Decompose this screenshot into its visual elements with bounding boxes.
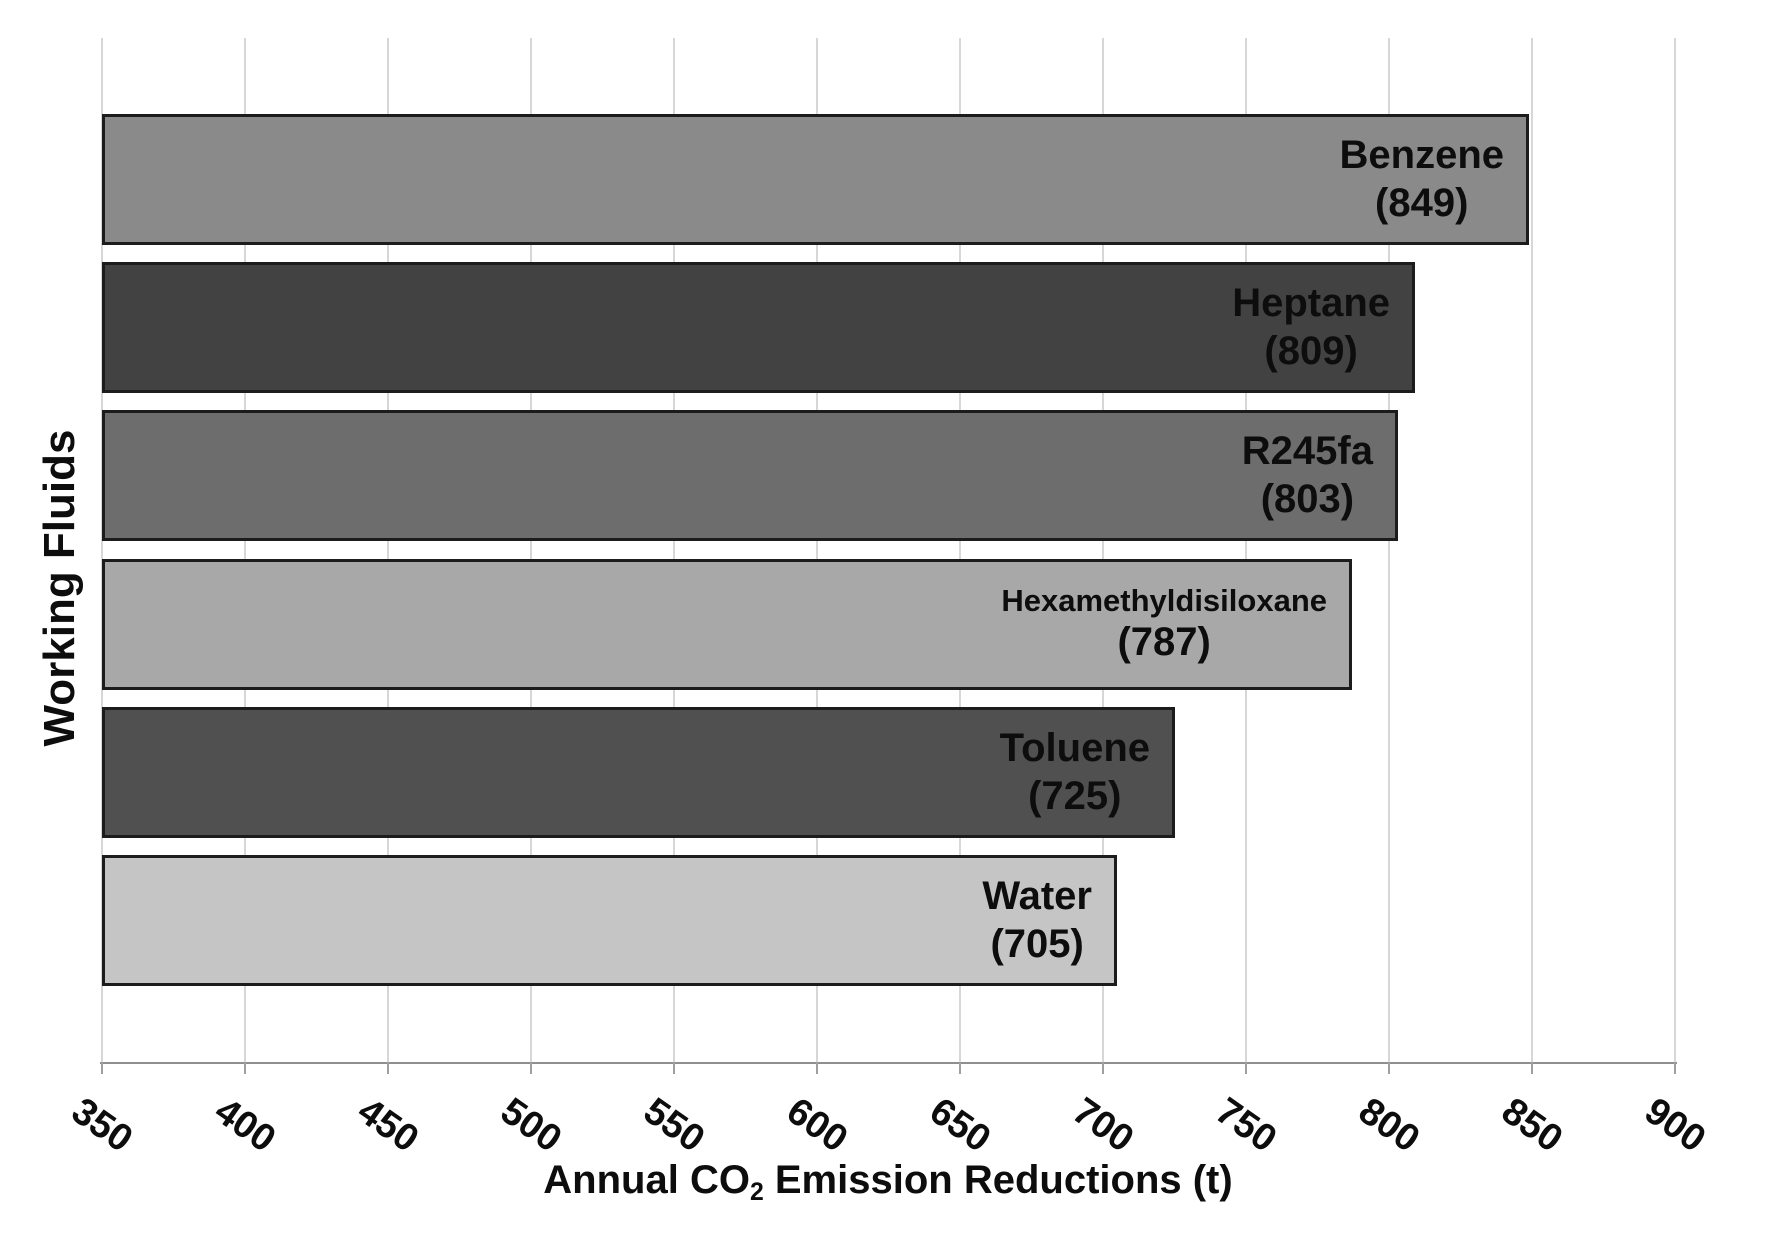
y-axis-title: Working Fluids xyxy=(35,429,84,747)
gridline-800 xyxy=(1388,38,1390,1062)
bar-label-hexamethyldisiloxane: Hexamethyldisiloxane (787) xyxy=(1001,583,1349,667)
x-axis-tick-450 xyxy=(387,1062,389,1074)
gridline-450 xyxy=(387,38,389,1062)
x-axis-tick-label-400: 400 xyxy=(206,1090,283,1161)
plot-area: Benzene (849) Heptane (809) R245fa (803) Hexam… xyxy=(100,38,1677,1074)
x-axis-tick-850 xyxy=(1531,1062,1533,1074)
gridline-400 xyxy=(244,38,246,1062)
x-axis-tick-label-700: 700 xyxy=(1064,1090,1141,1161)
x-axis-tick-label-650: 650 xyxy=(921,1090,998,1161)
bar-label-toluene: Toluene (725) xyxy=(1000,725,1172,819)
bar-water: Water (705) xyxy=(102,855,1117,986)
x-axis-tick-500 xyxy=(530,1062,532,1074)
x-axis-tick-350 xyxy=(101,1062,103,1074)
bar-heptane: Heptane (809) xyxy=(102,262,1415,393)
bar-benzene: Benzene (849) xyxy=(102,114,1529,245)
x-axis-line xyxy=(100,1062,1677,1064)
x-axis-tick-800 xyxy=(1388,1062,1390,1074)
x-axis-tick-label-450: 450 xyxy=(349,1090,426,1161)
bar-value-label: (725) xyxy=(1028,773,1122,818)
x-axis-tick-label-550: 550 xyxy=(635,1090,712,1161)
bar-value-label: (787) xyxy=(1117,620,1211,665)
gridline-600 xyxy=(816,38,818,1062)
bar-category-label: Heptane xyxy=(1232,281,1390,326)
x-axis-tick-label-750: 750 xyxy=(1207,1090,1284,1161)
gridline-550 xyxy=(673,38,675,1062)
x-axis-tick-750 xyxy=(1245,1062,1247,1074)
x-axis-tick-400 xyxy=(244,1062,246,1074)
bar-category-label: R245fa xyxy=(1241,429,1373,474)
gridline-350 xyxy=(101,38,103,1062)
bar-value-label: (809) xyxy=(1264,328,1358,373)
x-axis-tick-700 xyxy=(1102,1062,1104,1074)
x-axis-tick-label-500: 500 xyxy=(492,1090,569,1161)
x-axis-tick-900 xyxy=(1674,1062,1676,1074)
x-axis-tick-label-800: 800 xyxy=(1350,1090,1427,1161)
bar-category-label: Benzene xyxy=(1339,133,1505,178)
x-axis-tick-label-850: 850 xyxy=(1493,1090,1570,1161)
bar-value-label: (849) xyxy=(1375,180,1469,225)
bar-category-label: Hexamethyldisiloxane xyxy=(1001,582,1327,618)
x-axis-tick-550 xyxy=(673,1062,675,1074)
bar-category-label: Toluene xyxy=(999,726,1150,771)
bar-label-heptane: Heptane (809) xyxy=(1232,280,1412,374)
x-axis-tick-600 xyxy=(816,1062,818,1074)
x-axis-tick-label-900: 900 xyxy=(1636,1090,1713,1161)
bar-value-label: (705) xyxy=(990,921,1084,966)
bar-label-water: Water (705) xyxy=(982,873,1114,967)
bar-hexamethyldisiloxane: Hexamethyldisiloxane (787) xyxy=(102,559,1352,690)
bar-r245fa: R245fa (803) xyxy=(102,410,1398,541)
x-axis-title: Annual CO2 Emission Reductions (t) xyxy=(543,1158,1232,1207)
bar-label-benzene: Benzene (849) xyxy=(1340,132,1527,226)
x-axis-title-text-2: Emission Reductions (t) xyxy=(763,1158,1233,1202)
bar-category-label: Water xyxy=(982,874,1092,919)
gridline-500 xyxy=(530,38,532,1062)
gridline-650 xyxy=(959,38,961,1062)
x-axis-tick-label-600: 600 xyxy=(778,1090,855,1161)
gridline-700 xyxy=(1102,38,1104,1062)
gridline-850 xyxy=(1531,38,1533,1062)
bar-value-label: (803) xyxy=(1260,476,1355,521)
x-axis-title-text: Annual CO xyxy=(543,1158,750,1202)
x-axis-title-subscript: 2 xyxy=(749,1178,764,1206)
bar-toluene: Toluene (725) xyxy=(102,707,1175,838)
bar-label-r245fa: R245fa (803) xyxy=(1242,428,1395,522)
x-axis-tick-650 xyxy=(959,1062,961,1074)
gridline-900 xyxy=(1674,38,1676,1062)
x-axis-tick-label-350: 350 xyxy=(63,1090,140,1161)
gridline-750 xyxy=(1245,38,1247,1062)
